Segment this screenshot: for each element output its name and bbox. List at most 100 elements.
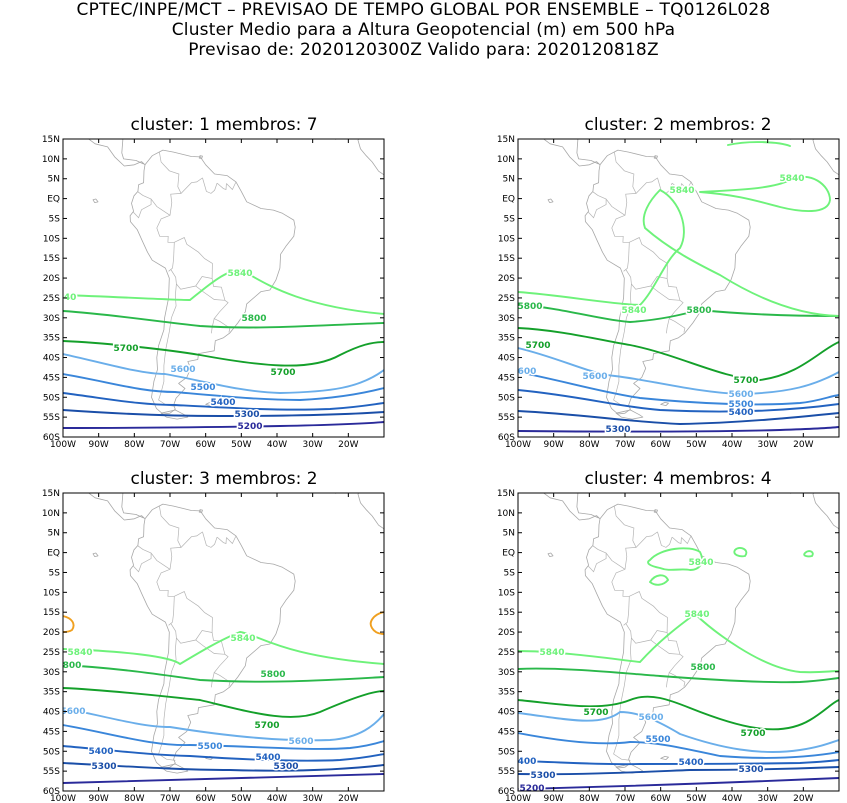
contour-label: 5300 [605,425,630,435]
contour-label: 5300 [530,771,555,781]
header-title-line1: CPTEC/INPE/MCT – PREVISAO DE TEMPO GLOBA… [76,0,771,20]
country-border [625,269,668,290]
country-border [657,531,673,548]
lat-label: EQ [502,549,515,559]
country-border [202,531,218,548]
contour-label: 5300 [234,410,259,420]
lon-label: 80W [579,794,599,803]
contour-label: 5700 [733,376,758,386]
lat-label: 35S [43,334,60,344]
geopotential-contours [518,547,839,790]
lat-label: 20S [498,628,515,638]
lat-label: 10S [43,234,60,244]
lon-label: 30W [757,440,777,450]
lat-label: 25S [43,294,60,304]
lat-label: 20S [43,274,60,284]
country-border [226,535,237,545]
country-border [625,623,668,644]
lat-label: 45S [43,727,60,737]
central-america-coast [121,493,144,519]
lat-label: 30S [43,314,60,324]
lon-label: 40W [722,794,742,803]
lat-label: 5S [504,568,516,578]
panel-frame [517,138,840,438]
lat-label: 60S [43,787,60,797]
lon-label: 20W [338,794,358,803]
africa-coast [812,493,839,530]
contour-label: 5300 [91,762,116,772]
contour-5300 [63,409,384,417]
contour-label: 5400 [728,408,753,418]
south-america-coast [129,149,296,415]
contour-5800 [63,664,384,683]
central-america-coast [88,493,146,521]
country-border [671,182,682,190]
lat-label: EQ [47,549,60,559]
country-border [650,639,680,655]
country-border [216,536,227,544]
coastline [88,139,384,420]
africa-coast [357,139,384,176]
country-border [650,285,680,301]
coastline [543,139,839,420]
header-title-line3: Previsao de: 2020120300Z Valido para: 20… [188,40,659,60]
contour-5300 [63,762,384,772]
country-border [195,639,225,655]
lon-label: 20W [793,794,813,803]
lat-label: 10N [497,155,515,165]
country-border [137,545,171,570]
contour-5840 [518,141,839,317]
lat-label: 5S [504,214,516,224]
contour-label: 5700 [270,368,295,378]
lon-label: 40W [267,794,287,803]
lon-label: 80W [579,440,599,450]
island-coast [92,198,99,204]
lat-label: 15N [497,489,515,499]
lat-label: 60S [498,787,515,797]
contour-label: 5700 [583,708,608,718]
lat-label: 45S [43,373,60,383]
contour-5500 [518,371,839,406]
country-border [158,151,203,195]
contour-label: 5800 [686,306,711,316]
map-area: 5840 840 5800 5700 5700 5600 5500 5400 5300 5200 [63,139,384,434]
contour-5800 [63,310,384,329]
contour-label: 5800 [690,663,715,673]
south-america-coast [584,503,751,769]
contour-label: 5300 [273,762,298,772]
contour-5600 [518,347,839,395]
country-border [202,177,218,194]
lon-label: 60W [650,440,670,450]
contour-5400 [518,389,839,413]
contour-5400 [63,392,384,411]
panel-frame [517,492,840,792]
lat-label: 30S [498,668,515,678]
lat-label: 25S [498,648,515,658]
contour-label: 5600 [170,365,195,375]
contour-label: 5600 [288,737,313,747]
contour-label: 5800 [260,670,285,680]
south-america-coast [584,149,751,415]
country-border [158,505,203,549]
lat-label: 50S [498,393,515,403]
contour-5700 [518,695,839,731]
cluster-panel-3: cluster: 3 membros: 2 5840 5840 800 5800 5700… [42,469,385,803]
lat-label: 40S [43,708,60,718]
coastline [543,493,839,774]
country-border [168,596,175,626]
contour-label: 5800 [517,302,542,312]
map-area: 5840 5840 5840 5800 5700 5700 5600 5500 400 5400 5… [518,493,839,791]
country-border [613,151,658,195]
country-borders [133,151,237,407]
country-borders [133,505,237,761]
lat-label: 20S [43,628,60,638]
contour-5400 [518,759,839,766]
country-border [671,536,682,544]
contour-5600 [63,353,384,394]
island-coast [653,509,658,513]
lat-label: 5N [48,529,60,539]
contour-label: 5400 [88,747,113,757]
country-border [681,181,692,191]
lon-label: 100W [50,794,76,803]
